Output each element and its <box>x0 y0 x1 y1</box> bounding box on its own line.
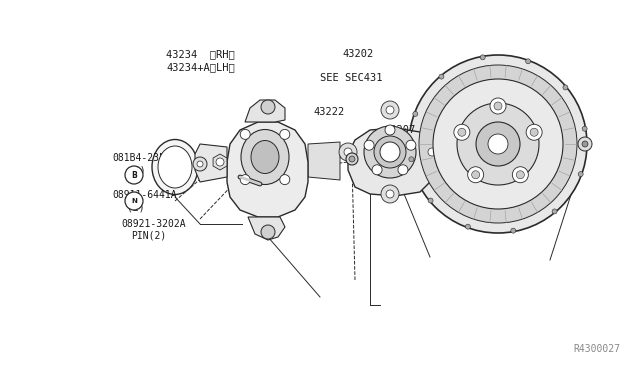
Circle shape <box>423 143 441 161</box>
Text: 08911-6441A: 08911-6441A <box>112 190 177 200</box>
Circle shape <box>468 167 484 183</box>
Circle shape <box>530 128 538 136</box>
Polygon shape <box>227 122 308 217</box>
Circle shape <box>458 128 466 136</box>
Circle shape <box>344 148 352 156</box>
Circle shape <box>240 174 250 185</box>
Circle shape <box>381 101 399 119</box>
Text: (2): (2) <box>127 202 145 212</box>
Ellipse shape <box>158 146 192 188</box>
Polygon shape <box>213 154 227 170</box>
Polygon shape <box>248 217 285 240</box>
Circle shape <box>552 209 557 214</box>
Circle shape <box>398 165 408 175</box>
Polygon shape <box>308 142 340 180</box>
Text: 081B4-2355M: 081B4-2355M <box>112 153 177 163</box>
Circle shape <box>364 140 374 150</box>
Ellipse shape <box>364 126 416 178</box>
Circle shape <box>454 124 470 140</box>
Circle shape <box>386 106 394 114</box>
Circle shape <box>280 129 290 140</box>
Text: 43234+A〈LH〉: 43234+A〈LH〉 <box>166 62 235 72</box>
Circle shape <box>125 166 143 184</box>
Circle shape <box>240 129 250 140</box>
Circle shape <box>465 224 470 229</box>
Circle shape <box>346 153 358 165</box>
Ellipse shape <box>374 136 406 168</box>
Circle shape <box>472 171 479 179</box>
Circle shape <box>563 85 568 90</box>
Polygon shape <box>348 128 435 196</box>
Circle shape <box>513 167 529 183</box>
Text: 43207: 43207 <box>384 125 415 135</box>
Ellipse shape <box>152 140 198 195</box>
Circle shape <box>511 228 516 233</box>
Text: N: N <box>131 198 137 204</box>
Text: SEE SEC431: SEE SEC431 <box>320 73 383 83</box>
Circle shape <box>216 158 224 166</box>
Circle shape <box>526 124 542 140</box>
Circle shape <box>413 111 418 116</box>
Circle shape <box>516 171 524 179</box>
Circle shape <box>380 142 400 162</box>
Ellipse shape <box>409 55 587 233</box>
Circle shape <box>261 100 275 114</box>
Ellipse shape <box>419 65 577 223</box>
Circle shape <box>428 198 433 203</box>
Text: 08921-3202A: 08921-3202A <box>122 219 186 229</box>
Ellipse shape <box>251 141 279 173</box>
Circle shape <box>125 192 143 210</box>
Text: (8): (8) <box>128 165 146 175</box>
Circle shape <box>372 165 382 175</box>
Polygon shape <box>245 100 285 122</box>
Polygon shape <box>195 144 227 182</box>
Circle shape <box>578 137 592 151</box>
Text: R4300027: R4300027 <box>573 344 620 354</box>
Circle shape <box>197 161 203 167</box>
Circle shape <box>261 225 275 239</box>
Circle shape <box>280 174 290 185</box>
Circle shape <box>381 185 399 203</box>
Circle shape <box>409 157 414 162</box>
Circle shape <box>349 156 355 162</box>
Circle shape <box>582 126 587 131</box>
Text: B: B <box>131 170 137 180</box>
Circle shape <box>339 143 357 161</box>
Circle shape <box>406 140 416 150</box>
Circle shape <box>525 59 531 64</box>
Text: 43222: 43222 <box>314 107 345 116</box>
Circle shape <box>386 190 394 198</box>
Text: 43202: 43202 <box>342 49 374 59</box>
Circle shape <box>578 171 583 177</box>
Circle shape <box>582 141 588 147</box>
Text: 44098M: 44098M <box>506 148 543 157</box>
Circle shape <box>385 125 395 135</box>
Circle shape <box>193 157 207 171</box>
Circle shape <box>490 98 506 114</box>
Text: 43234  〈RH〉: 43234 〈RH〉 <box>166 49 235 59</box>
Circle shape <box>476 122 520 166</box>
Circle shape <box>428 148 436 156</box>
Circle shape <box>494 102 502 110</box>
Circle shape <box>439 74 444 79</box>
Text: PIN(2): PIN(2) <box>131 231 166 241</box>
Ellipse shape <box>457 103 539 185</box>
Ellipse shape <box>241 129 289 185</box>
Circle shape <box>480 55 485 60</box>
Circle shape <box>488 134 508 154</box>
Ellipse shape <box>433 79 563 209</box>
